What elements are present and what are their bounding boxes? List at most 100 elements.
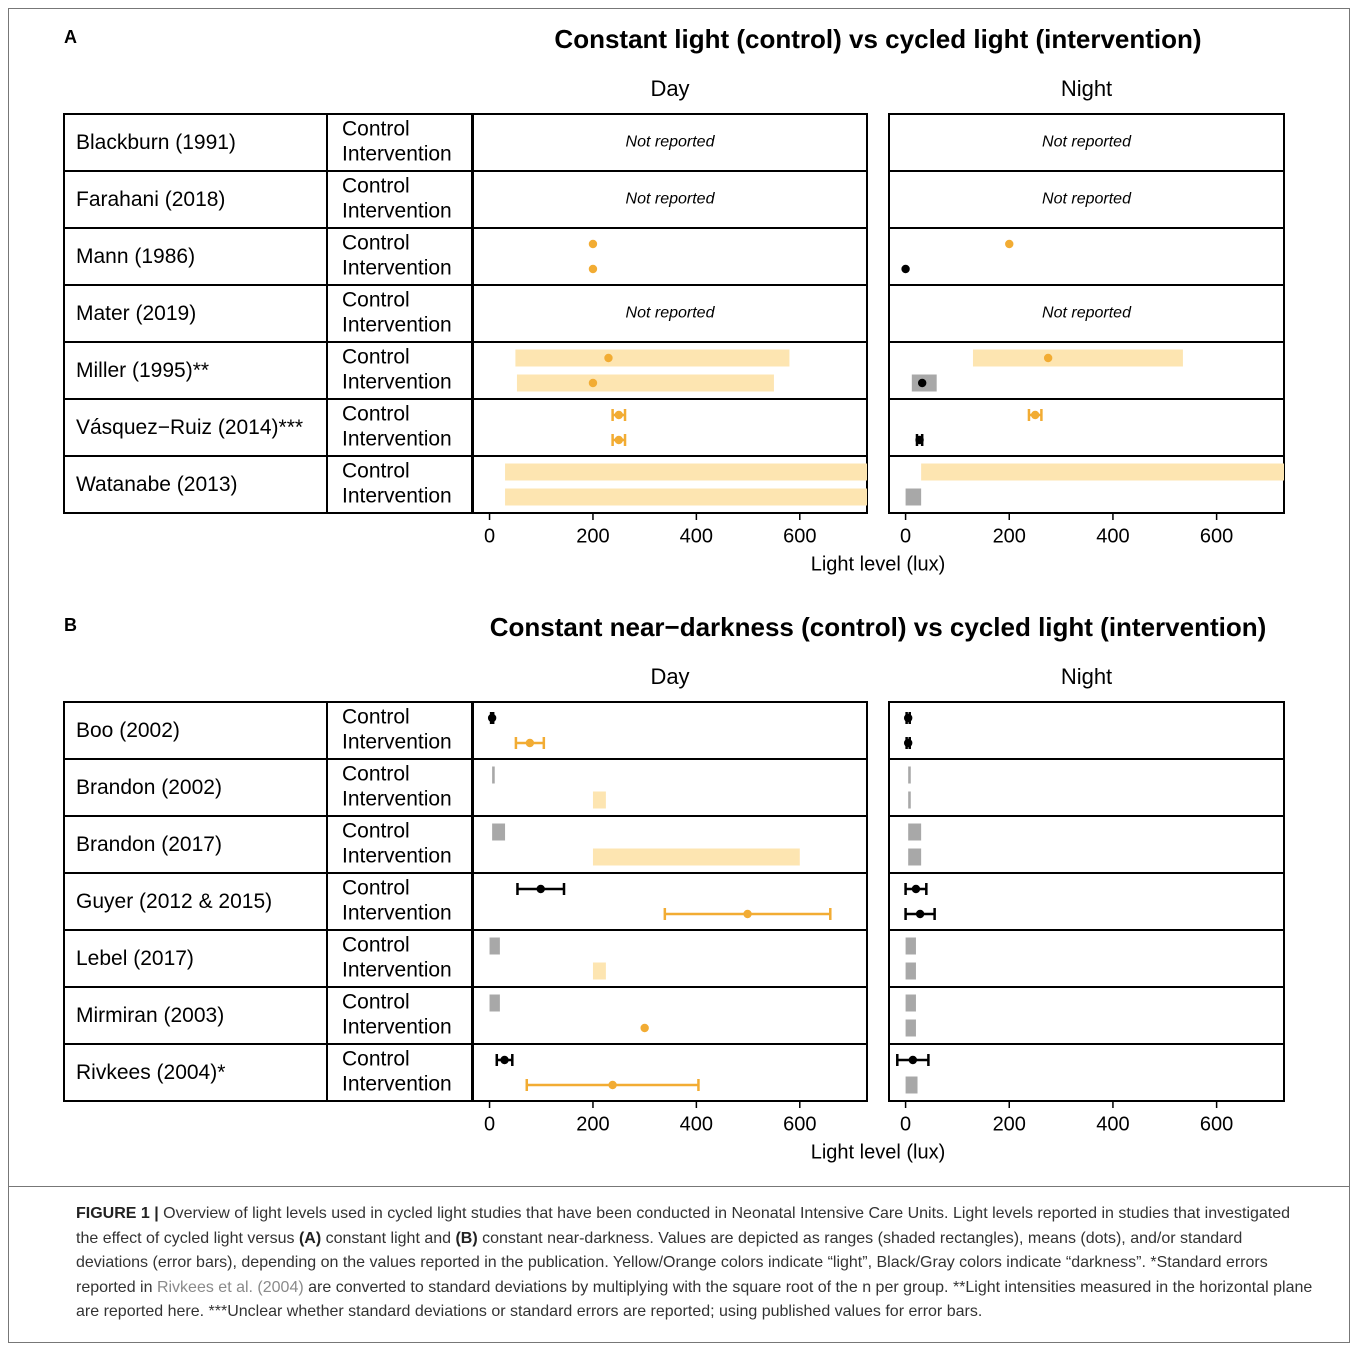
study-name: Mirmiran (2003)	[76, 1004, 224, 1027]
cell-marks	[905, 994, 916, 1037]
subplot-title: Night	[1061, 664, 1112, 689]
subplot-cell	[888, 872, 1285, 931]
not-reported: Not reported	[1042, 191, 1132, 208]
caption: FIGURE 1 | Overview of light levels used…	[76, 1202, 1316, 1325]
group-label: Intervention	[342, 731, 452, 754]
caption-normal: constant light and	[321, 1229, 456, 1247]
not-reported: Not reported	[1042, 134, 1132, 151]
mean-dot	[1043, 353, 1053, 363]
range-bar	[515, 349, 790, 367]
x-tick-label: 600	[1200, 1113, 1233, 1135]
x-tick-label: 200	[993, 525, 1026, 547]
cell-marks	[911, 349, 1183, 392]
subplot-title: Day	[650, 76, 689, 101]
range-bar	[905, 488, 922, 506]
group-label: Intervention	[342, 845, 452, 868]
range-bar	[908, 823, 922, 841]
range-bar	[905, 962, 916, 980]
mean-dot	[614, 435, 624, 445]
study-name: Boo (2002)	[76, 719, 180, 742]
range-bar	[908, 848, 922, 866]
group-label: Control	[342, 460, 410, 483]
subplot-title: Day	[650, 664, 689, 689]
mean-dot	[487, 713, 497, 723]
not-reported: Not reported	[1042, 305, 1132, 322]
x-tick-label: 200	[576, 1113, 609, 1135]
cell-marks	[489, 937, 606, 980]
study-name: Vásquez−Ruiz (2014)***	[76, 416, 303, 439]
cell-marks	[489, 994, 649, 1033]
group-label: Control	[342, 706, 410, 729]
subplot-cell	[888, 701, 1285, 760]
group-label: Intervention	[342, 257, 452, 280]
subplot-cell	[888, 1043, 1285, 1102]
study-name: Lebel (2017)	[76, 947, 194, 970]
subplot-cell	[472, 872, 868, 931]
subplot-cell	[472, 986, 868, 1045]
subplot-cell	[888, 227, 1285, 286]
x-tick-label: 600	[783, 1113, 816, 1135]
subplot-cell	[472, 227, 868, 286]
x-tick-label: 600	[783, 525, 816, 547]
cell-marks	[611, 409, 627, 446]
x-tick-label: 200	[576, 525, 609, 547]
cell-marks	[516, 883, 832, 920]
group-label: Control	[342, 118, 410, 141]
panel-letter: A	[64, 27, 77, 47]
cell-marks	[908, 823, 922, 866]
subplot-cell	[888, 398, 1285, 457]
range-bar	[908, 766, 911, 784]
range-bar	[489, 937, 500, 955]
mean-dot	[1005, 239, 1014, 249]
x-tick-label: 0	[900, 1113, 911, 1135]
group-label: Intervention	[342, 314, 452, 337]
cell-marks	[904, 883, 936, 920]
mean-dot	[614, 410, 624, 420]
study-name: Farahani (2018)	[76, 188, 225, 211]
subplot-cell	[888, 455, 1285, 514]
range-bar	[905, 994, 916, 1012]
caption-bold: (A)	[298, 1229, 322, 1247]
cell-marks	[905, 463, 1284, 506]
caption-normal: Overview of light levels used in cycled …	[76, 1205, 1291, 1247]
study-name: Watanabe (2013)	[76, 473, 238, 496]
group-label: Intervention	[342, 902, 452, 925]
group-label: Intervention	[342, 485, 452, 508]
mean-dot	[903, 738, 913, 748]
mean-dot	[604, 353, 613, 363]
not-reported: Not reported	[626, 305, 716, 322]
group-label: Intervention	[342, 200, 452, 223]
figure: A Constant light (control) vs cycled ligh…	[63, 24, 1285, 1163]
group-label: Intervention	[342, 143, 452, 166]
range-bar	[592, 962, 606, 980]
study-name: Guyer (2012 & 2015)	[76, 890, 272, 913]
x-tick-label: 0	[484, 525, 495, 547]
caption-link[interactable]: Rivkees et al. (2004)	[156, 1278, 304, 1296]
subplot-cell	[888, 986, 1285, 1045]
x-tick-label: 200	[993, 1113, 1026, 1135]
x-tick-label: 400	[1096, 525, 1129, 547]
subplot-cell	[472, 398, 868, 457]
group-label: Intervention	[342, 371, 452, 394]
cell-marks	[908, 766, 911, 809]
x-axis-label: Light level (lux)	[811, 1141, 946, 1163]
mean-dot	[525, 738, 535, 748]
range-bar	[489, 994, 500, 1012]
caption-bold: FIGURE 1 |	[76, 1205, 159, 1222]
group-label: Intervention	[342, 1016, 452, 1039]
not-reported: Not reported	[626, 134, 716, 151]
group-label: Control	[342, 175, 410, 198]
range-bar	[905, 1019, 916, 1037]
not-reported: Not reported	[626, 191, 716, 208]
study-name: Brandon (2017)	[76, 833, 222, 856]
mean-dot	[911, 884, 921, 894]
study-name: Brandon (2002)	[76, 776, 222, 799]
caption-bold: (B)	[455, 1229, 478, 1247]
mean-dot	[903, 713, 913, 723]
range-bar	[905, 937, 916, 955]
x-tick-label: 400	[1096, 1113, 1129, 1135]
figure-frame	[8, 8, 1350, 1343]
subplot-cell	[472, 929, 868, 988]
cell-marks	[492, 823, 800, 866]
